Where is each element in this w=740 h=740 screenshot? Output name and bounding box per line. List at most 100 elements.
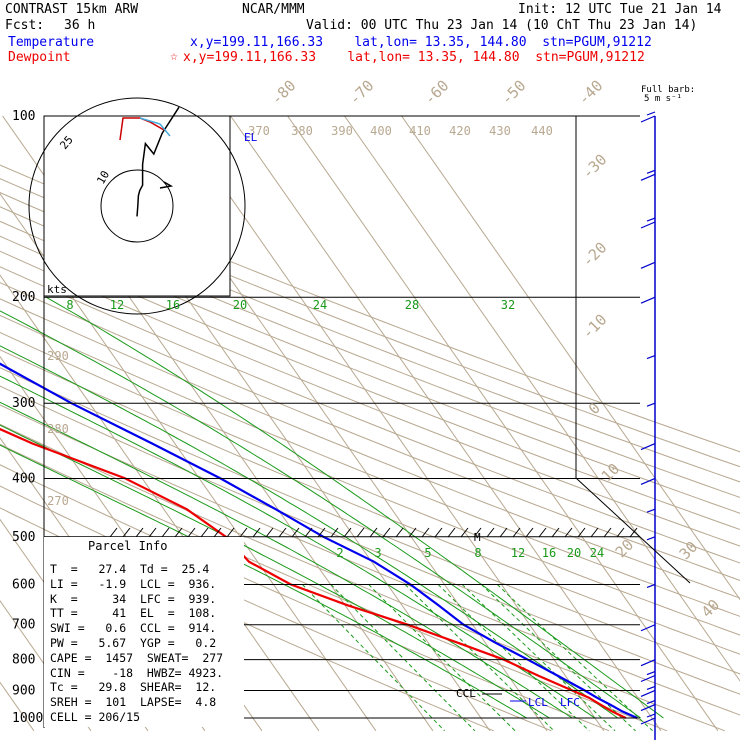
mixing-ratio-label: 16 [542,546,556,560]
temperature-series-line [0,362,638,720]
hatch-mark [460,527,469,538]
wind-barb-flag [640,689,656,698]
wind-barb [640,261,656,269]
wind-barb [640,700,656,712]
mixing-ratio-label: 24 [313,298,327,312]
mixing-ratio-line [368,584,516,732]
parcel-info-row: CIN = -18 HWBZ= 4923. [50,665,224,680]
pressure-tick-label: 1000 [12,711,43,726]
wind-barb-flag [640,704,656,712]
hodograph-trace [136,106,180,217]
hatch-mark [356,527,365,538]
hatch-mark [551,527,560,538]
valid-time: Valid: 00 UTC Thu 23 Jan 14 (10 ChT Thu … [306,18,698,33]
parcel-info-row: CAPE = 1457 SWEAT= 277 [50,650,224,665]
theta-label: 380 [291,124,313,138]
wind-barb [640,442,656,451]
mixing-ratio-line [496,584,653,732]
wind-barb-half-flag [646,685,656,691]
hatch-mark [135,527,144,538]
hatch-mark [330,527,339,538]
wind-barb-half-flag [646,354,656,360]
mixing-ratio-label: 16 [166,298,180,312]
init-time: Init: 12 UTC Tue 21 Jan 14 [518,2,722,17]
hatch-mark [278,527,287,538]
isotherm-label: -80 [268,77,300,109]
wind-barb-flag [640,717,656,725]
wind-barbs [640,111,656,740]
pressure-tick-label: 700 [12,618,35,633]
wind-barb [640,111,656,123]
pressure-tick-label: 500 [12,530,35,545]
hatch-mark [577,527,586,538]
hatch-mark [252,527,261,538]
dry-adiabat-line [0,331,740,636]
isotherm-label: -70 [346,77,378,109]
temperature-info: x,y=199.11,166.33 lat,lon= 13.35, 144.80… [190,35,652,50]
wind-barb-flag [640,659,656,667]
theta-label: 290 [47,349,69,363]
wind-barb [640,659,656,667]
parcel-info-row: PW = 5.67 YGP = 0.2 [50,636,217,650]
parcel-info-row: LI = -1.9 LCL = 936. [50,576,217,591]
mixing-ratio-line [330,584,476,732]
wind-barb [640,217,656,229]
hatch-mark [291,527,300,538]
hatch-mark [525,527,534,538]
wind-barb-half-flag [646,217,656,222]
isotherm-line [0,274,320,732]
temperature-legend: Temperature [8,35,95,50]
wind-barb [640,685,656,698]
hatch-mark [590,527,599,538]
barb-legend-line2: 5 m s⁻¹ [644,94,682,104]
mixing-ratio-line [404,584,555,732]
dry-adiabat-line [0,266,740,564]
mixing-ratio-label: 8 [474,546,481,560]
source-name: NCAR/MMM [242,2,305,17]
dry-adiabat-line [0,349,740,655]
hodograph-ring [28,97,246,315]
wind-barb-flag [640,173,656,181]
wind-barb [640,713,656,725]
mixing-ratio-label: 8 [66,298,73,312]
hatch-mark [447,527,456,538]
wind-barb [646,402,656,407]
ccl-marker-label: CCL [456,687,476,700]
wind-barb-flag [640,221,656,229]
isotherm-label: -10 [579,311,611,343]
wind-barb-half-flag [646,402,656,407]
mixing-ratio-label: 12 [110,298,124,312]
hatch-mark [148,527,157,538]
dry-adiabat-line [0,314,740,617]
hatch-mark [421,527,430,538]
hatch-mark [564,527,573,538]
model-name: CONTRAST 15km ARW [5,2,139,17]
dry-adiabat-line [0,282,740,581]
parcel-info-box: Parcel Info T = 27.4 Td = 25.4 LI = -1.9 … [44,537,244,727]
hatch-mark [369,527,378,538]
hatch-mark [200,527,209,538]
dry-adiabat-line [0,367,740,675]
pressure-tick-label: 600 [12,577,35,592]
fcst-label: Fcst: [5,18,45,33]
el-marker-label: EL [244,131,258,144]
wind-barb [646,583,656,589]
hatch-mark [603,527,612,538]
dry-adiabat-line [0,235,740,531]
wind-barb-half-flag [646,536,656,541]
isotherm-label: 20 [612,536,638,562]
mixing-ratio-label: 12 [511,546,525,560]
hatch-mark [616,527,625,538]
isotherm-label: -30 [579,151,611,183]
wind-barb-half-flag [646,713,656,718]
hodograph-arrow-icon [159,181,174,189]
dry-adiabat-line [0,404,740,716]
hatch-mark [174,527,183,538]
isotherm-label: -20 [579,239,611,271]
hodograph-ring-label: 10 [94,169,112,187]
hatch-mark [226,527,235,538]
mixing-ratio-label: 28 [405,298,419,312]
dry-adiabat-line [0,192,740,483]
wind-barb-flag [640,477,656,485]
pressure-tick-label: 800 [12,653,35,668]
